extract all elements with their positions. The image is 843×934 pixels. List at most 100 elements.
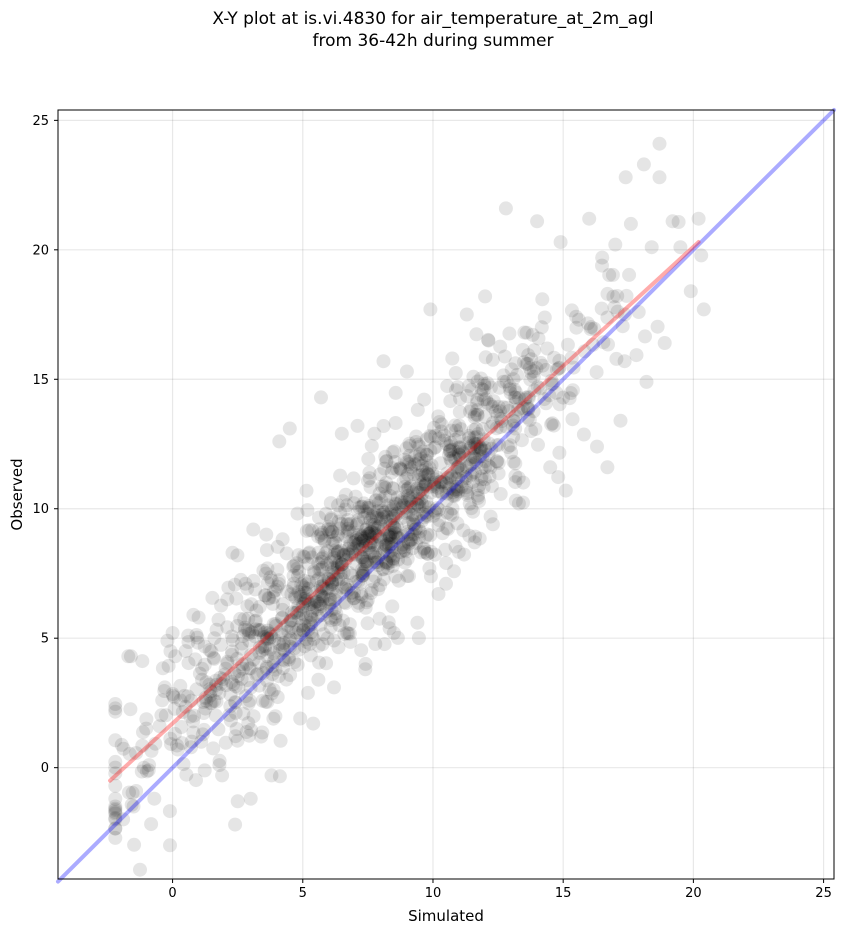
- scatter-point: [412, 452, 427, 467]
- scatter-point: [186, 725, 201, 740]
- scatter-point: [312, 510, 326, 525]
- scatter-point: [350, 418, 365, 433]
- scatter-point: [362, 529, 377, 544]
- scatter-point: [234, 641, 249, 656]
- scatter-point: [275, 661, 290, 676]
- scatter-point: [319, 582, 334, 596]
- scatter-point: [489, 421, 504, 436]
- scatter-point: [351, 536, 366, 551]
- scatter-point: [467, 437, 482, 452]
- scatter-point: [406, 517, 421, 532]
- scatter-point: [194, 734, 209, 749]
- scatter-point: [453, 450, 468, 465]
- scatter-point: [251, 622, 266, 637]
- scatter-point: [341, 582, 356, 597]
- scatter-point: [291, 548, 306, 563]
- scatter-point: [354, 499, 369, 514]
- scatter-point: [108, 778, 123, 793]
- scatter-point: [252, 640, 267, 655]
- scatter-point: [236, 629, 251, 643]
- scatter-point: [340, 513, 355, 527]
- scatter-point: [516, 401, 531, 416]
- scatter-point: [504, 362, 519, 377]
- scatter-point: [450, 516, 465, 531]
- scatter-point: [299, 523, 314, 538]
- scatter-point: [363, 538, 378, 553]
- scatter-point: [223, 687, 238, 702]
- scatter-point: [338, 487, 353, 502]
- scatter-point: [258, 639, 273, 654]
- scatter-point: [248, 614, 263, 629]
- scatter-point: [365, 525, 380, 540]
- scatter-point: [370, 521, 385, 536]
- scatter-point: [440, 379, 455, 394]
- scatter-point: [323, 620, 338, 635]
- scatter-point: [324, 613, 339, 628]
- scatter-point: [525, 327, 540, 342]
- scatter-point: [415, 482, 430, 497]
- scatter-point: [225, 633, 240, 648]
- scatter-point: [524, 352, 539, 367]
- scatter-point: [216, 672, 231, 687]
- scatter-point: [431, 518, 446, 533]
- scatter-point: [167, 726, 182, 741]
- scatter-point: [433, 456, 448, 471]
- scatter-point: [270, 539, 285, 554]
- scatter-point: [406, 467, 421, 481]
- scatter-point: [389, 497, 404, 512]
- scatter-point: [360, 506, 375, 521]
- scatter-point: [363, 511, 377, 526]
- x-tick-label: 25: [815, 886, 832, 901]
- scatter-point: [451, 484, 466, 499]
- scatter-point: [397, 495, 412, 510]
- scatter-point: [226, 677, 241, 692]
- scatter-point: [304, 609, 318, 624]
- scatter-point: [385, 540, 399, 555]
- scatter-point: [371, 558, 386, 573]
- scatter-point: [212, 758, 227, 773]
- scatter-point: [331, 640, 346, 655]
- scatter-point: [296, 596, 311, 611]
- scatter-point: [474, 469, 489, 484]
- scatter-point: [307, 566, 322, 581]
- scatter-point: [246, 709, 261, 724]
- scatter-point: [342, 626, 357, 641]
- scatter-point: [507, 382, 522, 397]
- scatter-point: [371, 519, 386, 534]
- scatter-point: [552, 445, 567, 460]
- scatter-point: [362, 526, 377, 541]
- scatter-point: [454, 422, 468, 437]
- scatter-point: [355, 539, 370, 554]
- scatter-point: [250, 667, 265, 682]
- scatter-points: [108, 136, 711, 877]
- x-tick-label: 0: [168, 886, 176, 901]
- scatter-point: [287, 655, 302, 670]
- scatter-point: [665, 214, 680, 229]
- scatter-point: [421, 500, 436, 515]
- scatter-point: [362, 465, 377, 480]
- scatter-point: [294, 618, 308, 633]
- scatter-point: [209, 677, 223, 692]
- scatter-point: [293, 588, 308, 602]
- scatter-point: [179, 767, 194, 782]
- scatter-point: [383, 518, 398, 532]
- scatter-point: [422, 561, 437, 576]
- scatter-point: [322, 597, 337, 612]
- scatter-point: [544, 377, 559, 392]
- scatter-point: [313, 579, 328, 594]
- scatter-point: [562, 391, 577, 406]
- scatter-point: [316, 627, 331, 642]
- scatter-point: [388, 455, 402, 469]
- scatter-point: [325, 560, 339, 575]
- scatter-point: [553, 235, 568, 250]
- scatter-point: [389, 530, 404, 545]
- scatter-point: [276, 652, 291, 667]
- scatter-point: [252, 645, 267, 660]
- scatter-point: [206, 741, 221, 756]
- scatter-point: [385, 559, 400, 573]
- scatter-point: [238, 620, 253, 635]
- scatter-point: [411, 521, 426, 536]
- scatter-point: [444, 470, 459, 485]
- scatter-point: [268, 583, 283, 597]
- scatter-point: [462, 528, 477, 543]
